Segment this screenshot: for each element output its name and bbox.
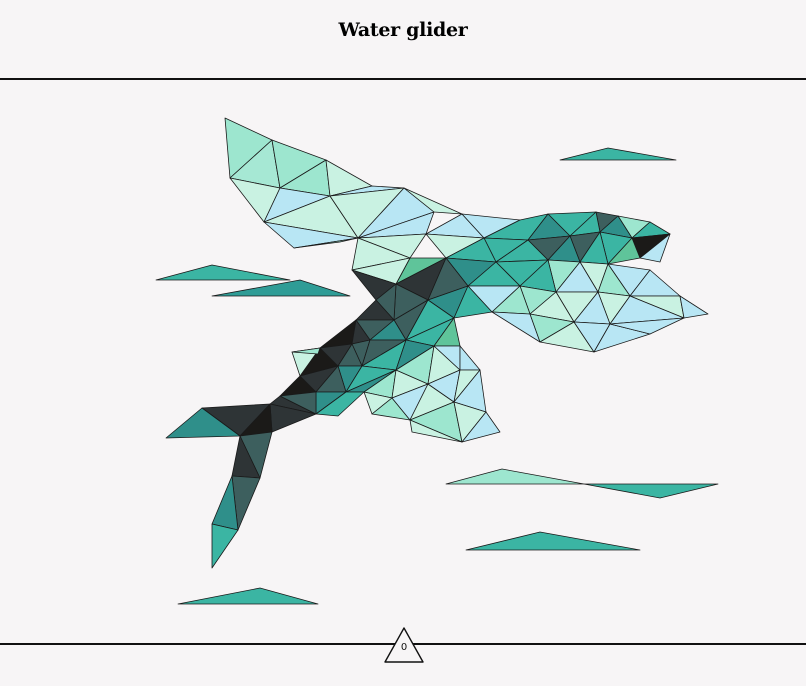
flying-fish-illustration (155, 117, 719, 605)
wave-streak (211, 279, 351, 297)
pelvic-fin (363, 345, 501, 443)
wave-streak (155, 264, 291, 281)
wave-streak (177, 587, 319, 605)
wave-streak (445, 468, 585, 485)
fish-head (483, 211, 671, 265)
fish-body (269, 237, 549, 433)
wave-streak (465, 531, 641, 551)
triangle-icon (384, 627, 424, 663)
dorsal-fin (291, 347, 321, 377)
wave-streak (559, 147, 677, 161)
wave-streaks (155, 147, 719, 605)
counter-badge[interactable]: 0 (384, 627, 424, 663)
counter-value: 0 (400, 642, 408, 653)
upper-wing (224, 117, 521, 285)
page-title: Water glider (338, 19, 468, 41)
artwork-canvas (0, 80, 806, 644)
header: Water glider (0, 0, 806, 80)
tail-fin (165, 403, 273, 569)
lower-wing (453, 259, 709, 353)
wave-streak (583, 483, 719, 499)
